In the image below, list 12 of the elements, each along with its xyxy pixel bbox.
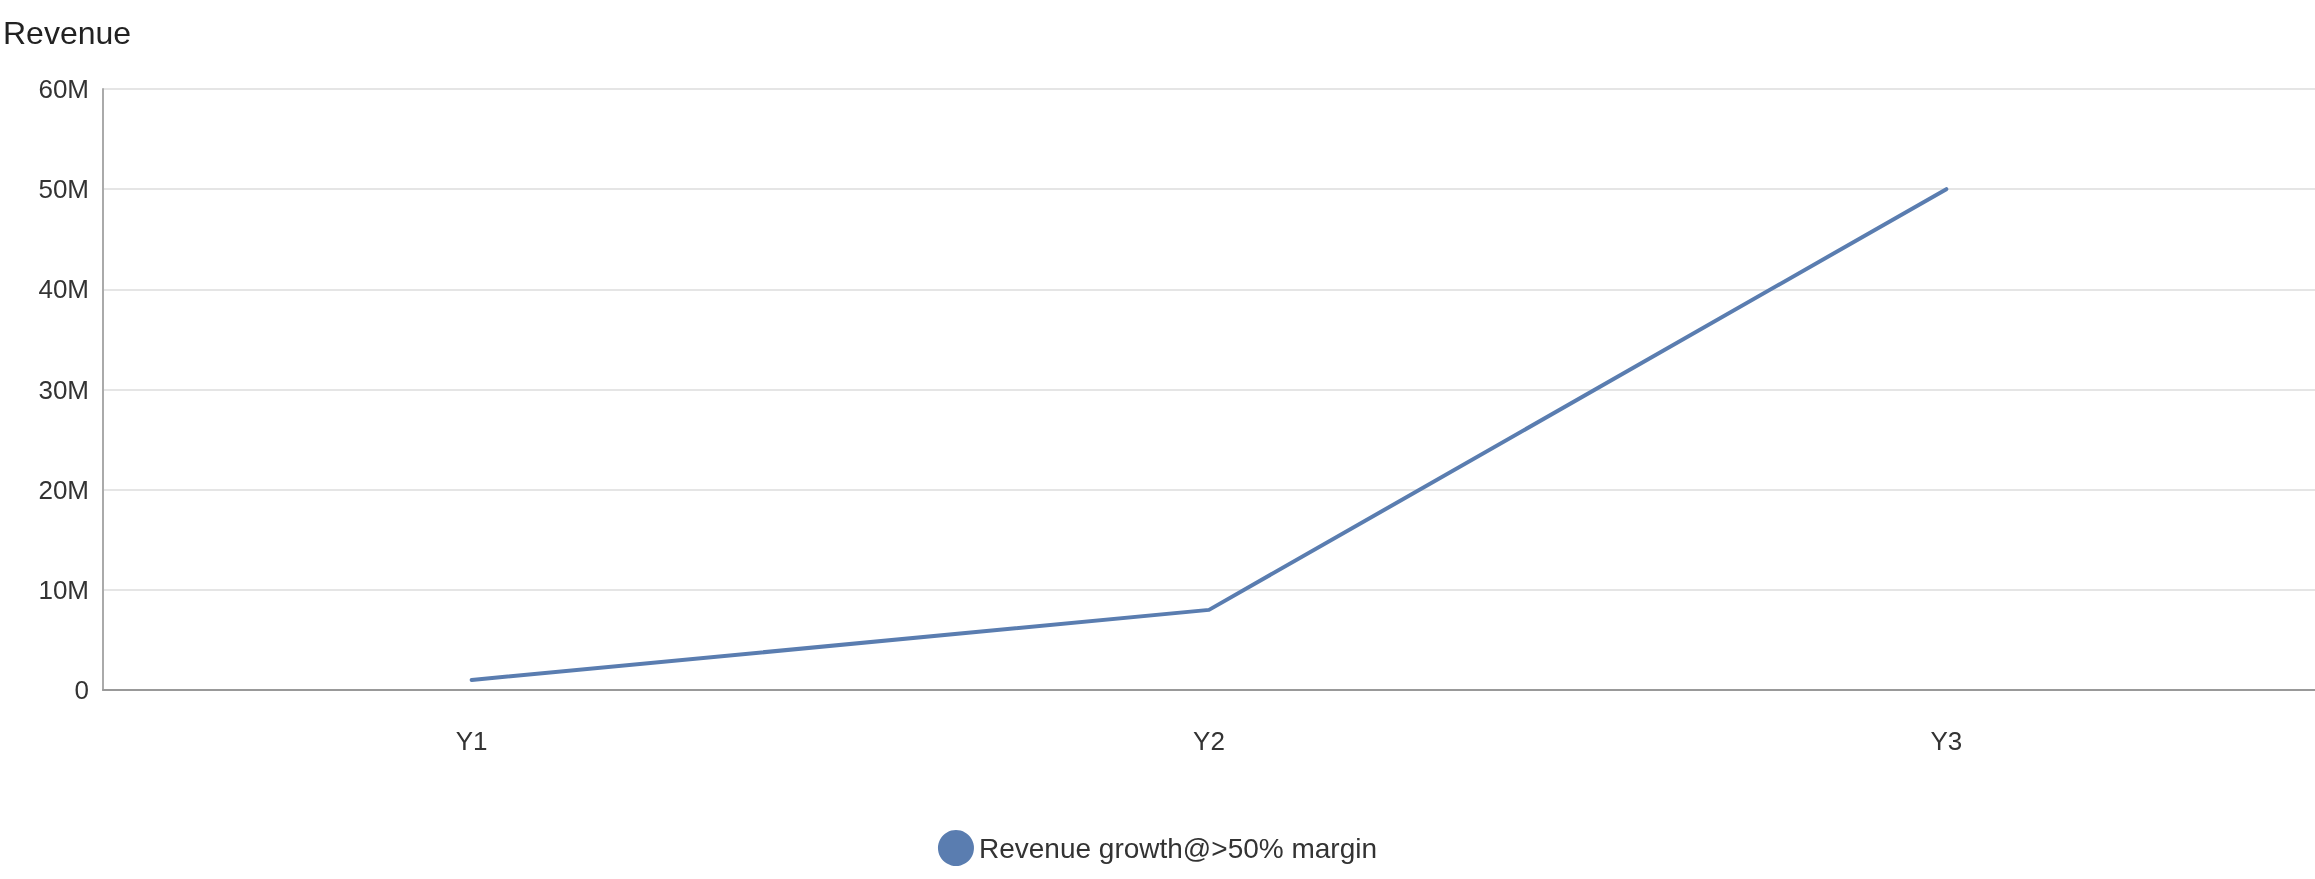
y-tick-label: 60M xyxy=(38,74,89,104)
y-tick-label: 20M xyxy=(38,474,89,505)
x-tick-label: Y3 xyxy=(1930,726,1963,756)
y-tick-label: 50M xyxy=(38,174,89,205)
y-tick-label: 0 xyxy=(74,675,89,705)
y-axis-title: Revenue xyxy=(3,15,132,51)
legend-label: Revenue growth@>50% margin xyxy=(978,832,1378,864)
y-tick-label: 30M xyxy=(38,374,89,405)
y-tick-label: 10M xyxy=(38,574,89,605)
x-tick-label: Y1 xyxy=(455,726,488,756)
x-tick-label: Y2 xyxy=(1193,726,1225,756)
y-tick-label: 40M xyxy=(38,274,89,305)
